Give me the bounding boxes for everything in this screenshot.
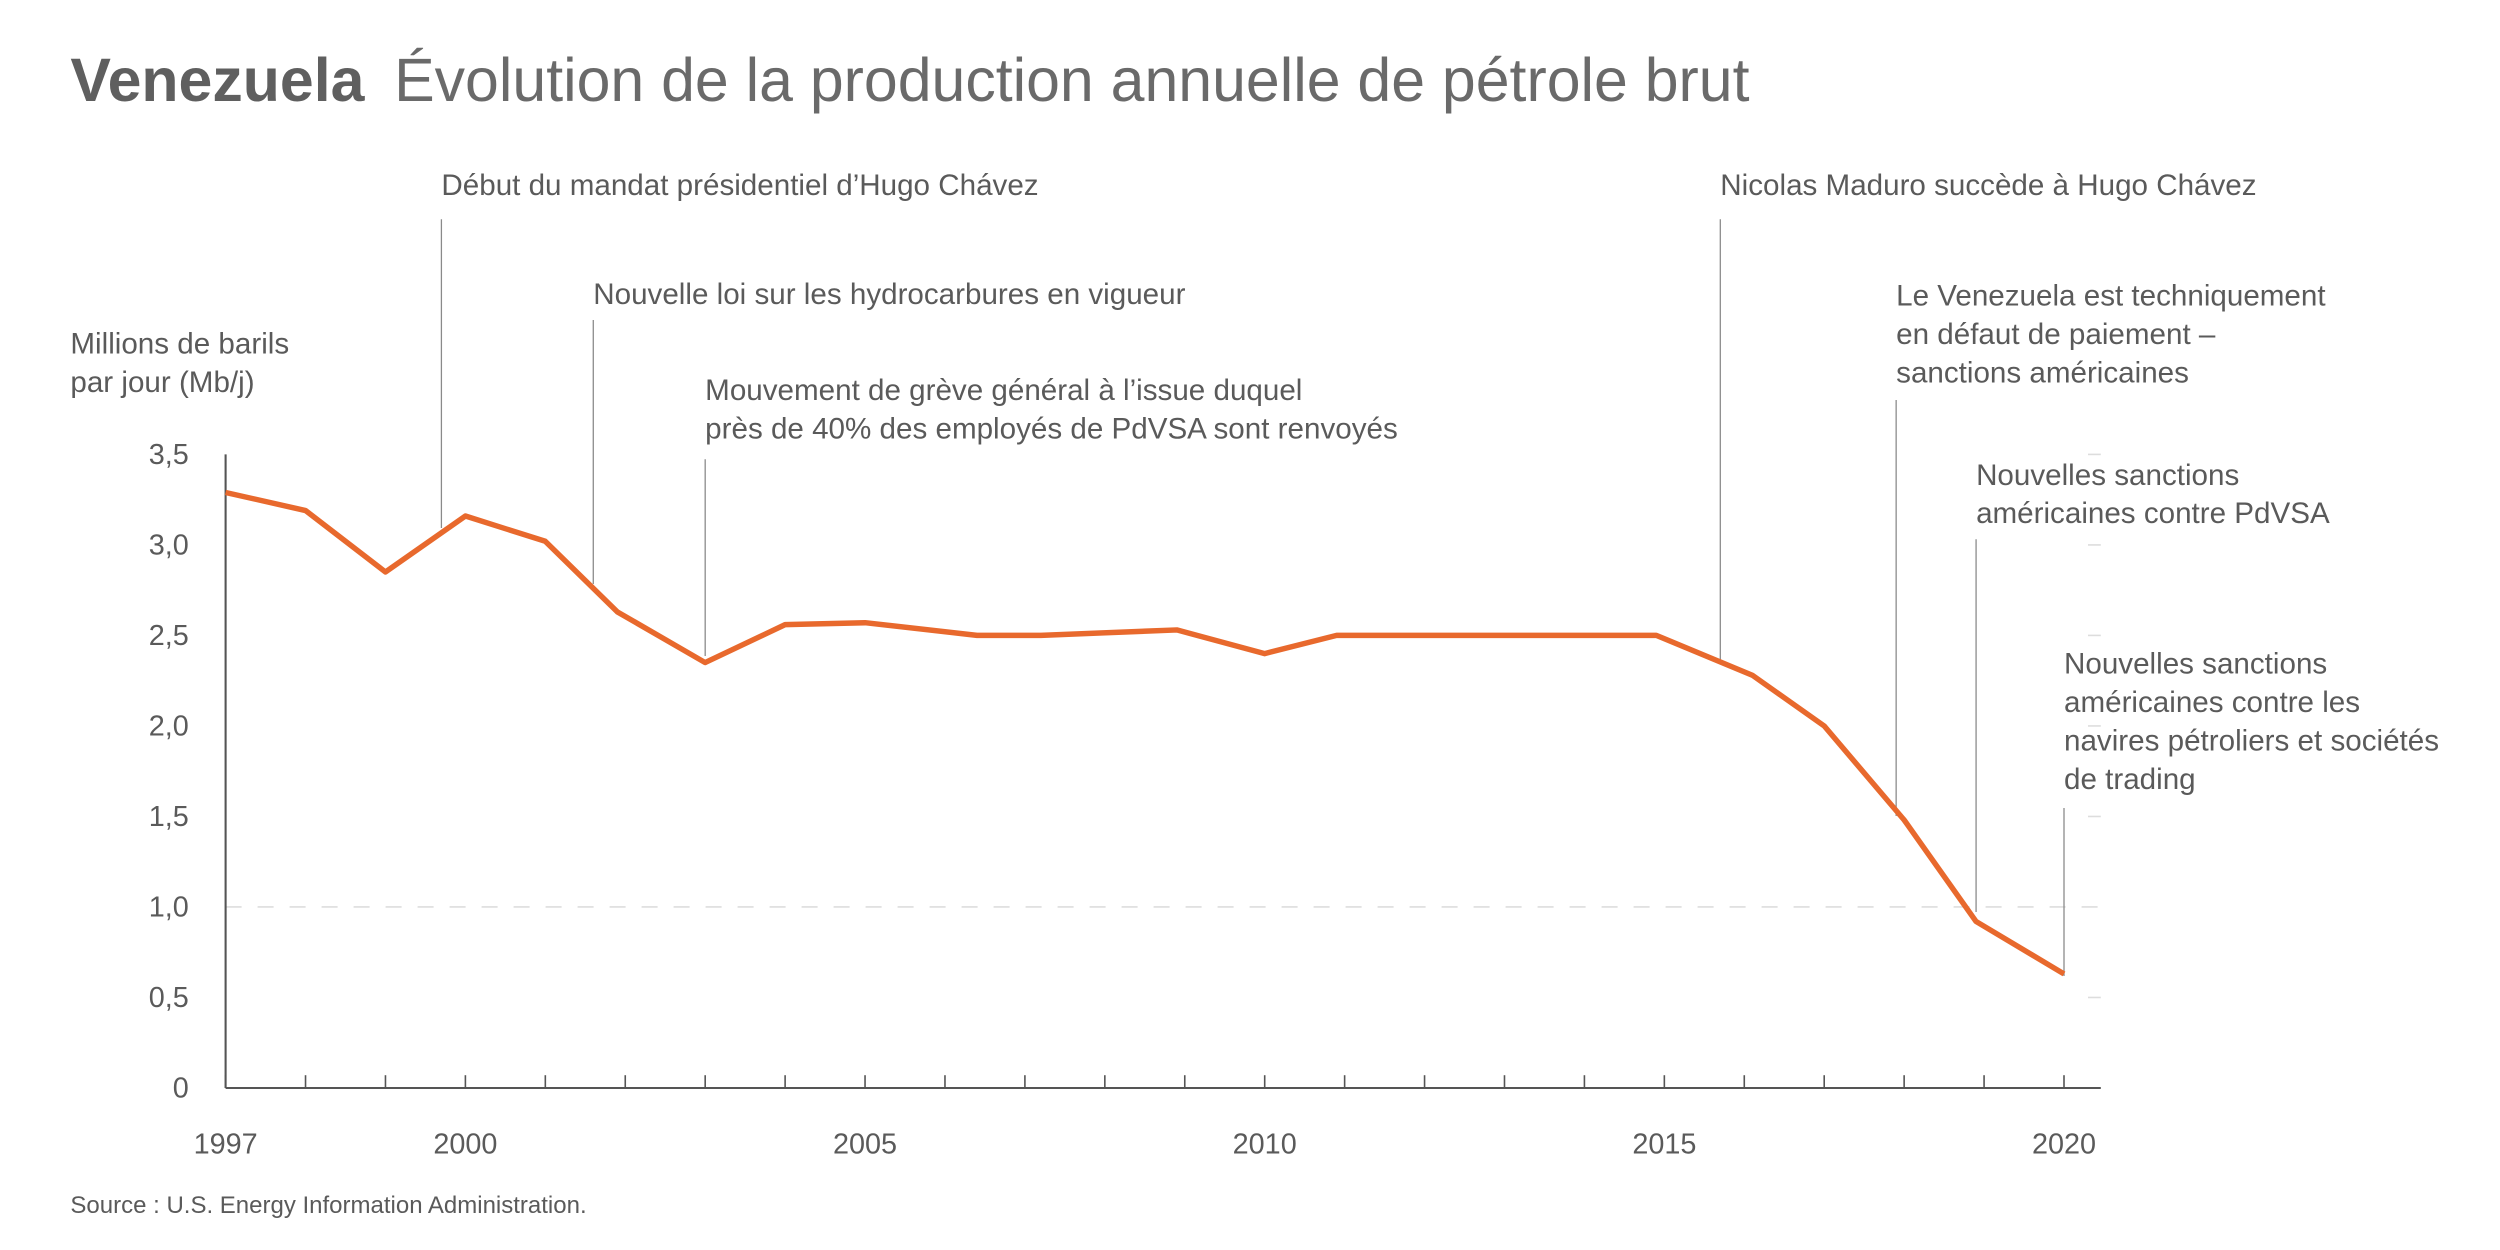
annotation-text: Nouvelles sanctions <box>2064 648 2327 681</box>
annotation-text: Nicolas Maduro succède à Hugo Chávez <box>1720 169 2256 202</box>
annotation-text: Mouvement de grève général à l’issue duq… <box>705 374 1302 407</box>
annotation-text: américaines contre les <box>2064 686 2360 719</box>
y-axis-label-line2: par jour (Mb/j) <box>70 366 254 399</box>
annotation-text: sanctions américaines <box>1896 356 2189 389</box>
annotation-lines <box>440 219 2065 976</box>
annotation-text: Nouvelles sanctions <box>1976 459 2239 492</box>
y-tick-label: 0 <box>173 1073 189 1105</box>
y-tick-label: 3,0 <box>149 530 189 562</box>
axes: 0 0,5 1,0 1,5 2,0 2,5 3,0 3,5 1997 2000 2005 2010 20… <box>149 439 2101 1161</box>
production-line <box>225 489 2066 977</box>
annotation-text: Début du mandat présidentiel d’Hugo Cháv… <box>441 169 1038 202</box>
annotation-text: près de 40% des employés de PdVSA sont r… <box>705 412 1398 445</box>
x-tick-label: 1997 <box>194 1129 258 1161</box>
annotations: Début du mandat présidentiel d’Hugo Cháv… <box>441 169 2439 796</box>
y-tick-label: 3,5 <box>149 439 189 471</box>
y-tick-label: 1,0 <box>149 892 189 924</box>
annotation-text: Le Venezuela est techniquement <box>1896 280 2325 313</box>
chart-title: Venezuela Évolution de la production ann… <box>70 46 1749 114</box>
source-note: Source : U.S. Energy Information Adminis… <box>70 1192 586 1219</box>
x-tick-label: 2005 <box>833 1129 897 1161</box>
x-tick-label: 2020 <box>2032 1129 2096 1161</box>
x-tick-label: 2015 <box>1632 1129 1696 1161</box>
y-tick-label: 1,5 <box>149 801 189 833</box>
annotation-text: navires pétroliers et sociétés <box>2064 724 2439 757</box>
x-tick-label: 2000 <box>433 1129 497 1161</box>
y-axis-label-line1: Millions de barils <box>70 328 289 361</box>
x-tick-label: 2010 <box>1233 1129 1297 1161</box>
annotation-text: américaines contre PdVSA <box>1976 497 2330 530</box>
annotation-text: Nouvelle loi sur les hydrocarbures en vi… <box>593 278 1185 311</box>
annotation-text: de trading <box>2064 763 2196 796</box>
y-tick-label: 0,5 <box>149 982 189 1014</box>
series <box>225 489 2066 977</box>
y-tick-label: 2,0 <box>149 711 189 743</box>
grid <box>225 453 2101 999</box>
y-tick-label: 2,5 <box>149 620 189 652</box>
title-country: Venezuela <box>70 46 365 114</box>
annotation-text: en défaut de paiement – <box>1896 318 2216 351</box>
title-text: Évolution de la production annuelle de p… <box>394 46 1749 114</box>
